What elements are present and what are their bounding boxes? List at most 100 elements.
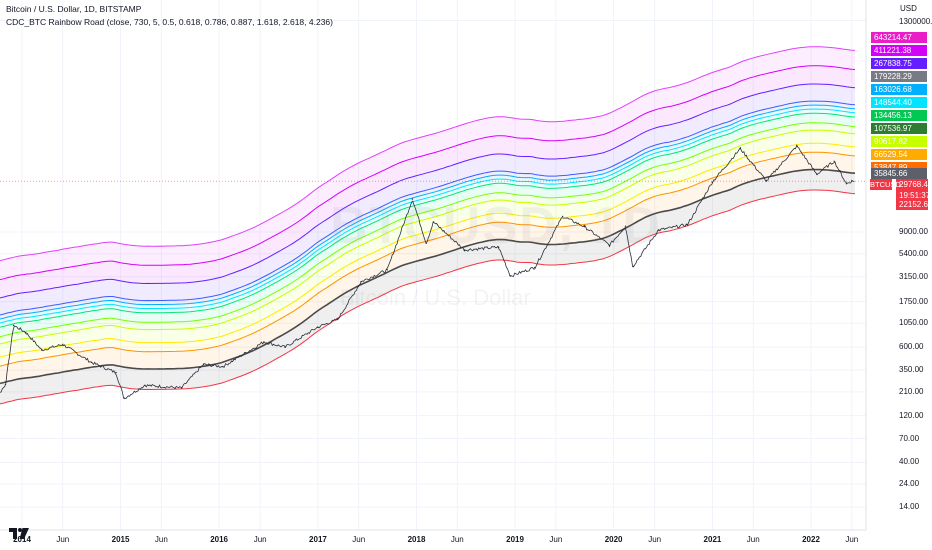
price-point-25 (534, 266, 536, 269)
price-point-39 (845, 183, 848, 185)
time-axis-label: Jun (253, 535, 267, 544)
price-point-12 (222, 365, 224, 368)
band-fill-7 (0, 122, 855, 344)
price-point-2 (12, 324, 15, 327)
price-tag: 107536.97 (871, 123, 927, 134)
price-axis-label: 40.00 (899, 457, 920, 467)
price-point-21 (432, 221, 435, 223)
price-axis-label: 120.00 (899, 410, 924, 420)
band-line-0[interactable] (0, 46, 856, 262)
price-tag: 267838.75 (871, 58, 927, 69)
band-line-8[interactable] (0, 129, 856, 345)
price-axis-label: 600.00 (899, 342, 924, 352)
band-line-7[interactable] (0, 122, 856, 338)
time-axis-label: 2020 (604, 535, 623, 544)
band-fill-layer (0, 46, 855, 404)
currency-label: USD (900, 4, 917, 13)
price-point-5 (62, 343, 64, 346)
price-tag: 66529.54 (871, 149, 927, 160)
price-point-11 (202, 363, 205, 366)
price-tag: 163026.68 (871, 84, 927, 95)
time-axis-label: 2016 (210, 535, 229, 544)
time-axis-label: Jun (352, 535, 366, 544)
time-axis-label: Jun (648, 535, 662, 544)
price-tag: 148544.40 (871, 97, 927, 108)
band-fill-2 (0, 84, 855, 315)
watermark: BTCUSD, 1D (330, 197, 663, 255)
price-tag: 411221.38 (871, 45, 927, 56)
price-point-22 (463, 249, 466, 251)
time-axis-label: 2018 (407, 535, 426, 544)
band-fill-0 (0, 46, 855, 280)
price-tag: 53847.89 (871, 162, 927, 173)
time-axis-label: Jun (549, 535, 563, 544)
price-axis-label: 210.00 (899, 386, 924, 396)
price-tag: 22152.62 (896, 199, 932, 210)
price-axis-label: 3150.00 (899, 271, 928, 281)
band-line-9[interactable] (0, 142, 856, 358)
band-line-11[interactable] (0, 168, 856, 385)
price-point-1 (4, 383, 7, 386)
time-axis-label: 2019 (506, 535, 524, 544)
time-axis-label: 2015 (111, 535, 130, 544)
price-tag: 35845.66 (871, 168, 927, 179)
time-axis-label: Jun (746, 535, 760, 544)
symbol-badge: BTCUSD (870, 179, 901, 190)
price-point-9 (144, 384, 146, 386)
price-axis-label: 24.00 (899, 479, 920, 489)
price-point-26 (561, 215, 564, 218)
price-point-6 (90, 361, 93, 363)
band-line-3[interactable] (0, 100, 856, 316)
price-axis-label: 14.00 (899, 502, 920, 511)
band-fill-1 (0, 65, 855, 298)
price-point-31 (657, 229, 660, 231)
price-tag: 90617.82 (871, 136, 927, 147)
price-point-28 (608, 244, 611, 246)
time-axis-label: 2017 (309, 535, 327, 544)
band-line-4[interactable] (0, 104, 856, 320)
price-point-29 (624, 225, 627, 227)
price-point-38 (833, 160, 835, 162)
price-point-20 (425, 242, 427, 244)
price-point-23 (497, 246, 500, 248)
band-line-1[interactable] (0, 65, 856, 281)
price-axis-label: 1050.00 (899, 318, 928, 328)
price-tag: 134456.13 (871, 110, 927, 121)
indicator-legend[interactable]: CDC_BTC Rainbow Road (close, 730, 5, 0.5… (6, 17, 333, 27)
price-point-15 (317, 326, 319, 328)
price-point-24 (509, 275, 512, 277)
price-point-13 (263, 341, 265, 343)
symbol-legend[interactable]: Bitcoin / U.S. Dollar, 1D, BITSTAMP (6, 4, 142, 14)
time-axis-label: 2014 (13, 535, 31, 544)
price-point-18 (386, 269, 388, 271)
band-fill-10 (0, 152, 855, 384)
price-axis-label: 1300000.00 (899, 17, 932, 26)
price-point-36 (796, 145, 798, 147)
price-tag: 643214.47 (871, 32, 927, 43)
price-axis-label: 9000.00 (899, 227, 928, 236)
band-line-layer (0, 46, 856, 405)
time-axis-label: Jun (450, 535, 464, 544)
price-axis-label: 1750.00 (899, 296, 928, 306)
price-point-27 (583, 226, 586, 228)
time-axis-label: 2022 (802, 535, 820, 544)
band-line-12[interactable] (0, 189, 856, 405)
time-axis-label: Jun (845, 535, 859, 544)
price-tag: 19:51:37 (896, 190, 930, 201)
price-point-40 (851, 180, 853, 182)
band-line-2[interactable] (0, 83, 856, 299)
band-fill-6 (0, 113, 855, 337)
tradingview-logo-icon[interactable] (8, 525, 30, 541)
price-point-14 (284, 346, 286, 348)
price-point-35 (765, 180, 768, 182)
watermark-subtitle: Bitcoin / U.S. Dollar (340, 285, 531, 310)
price-point-30 (632, 265, 634, 268)
price-line[interactable] (0, 144, 855, 421)
band-line-6[interactable] (0, 112, 856, 328)
time-axis-label: Jun (56, 535, 70, 544)
price-axis-label: 5400.00 (899, 248, 928, 258)
price-point-37 (816, 173, 818, 175)
band-line-5[interactable] (0, 108, 856, 324)
